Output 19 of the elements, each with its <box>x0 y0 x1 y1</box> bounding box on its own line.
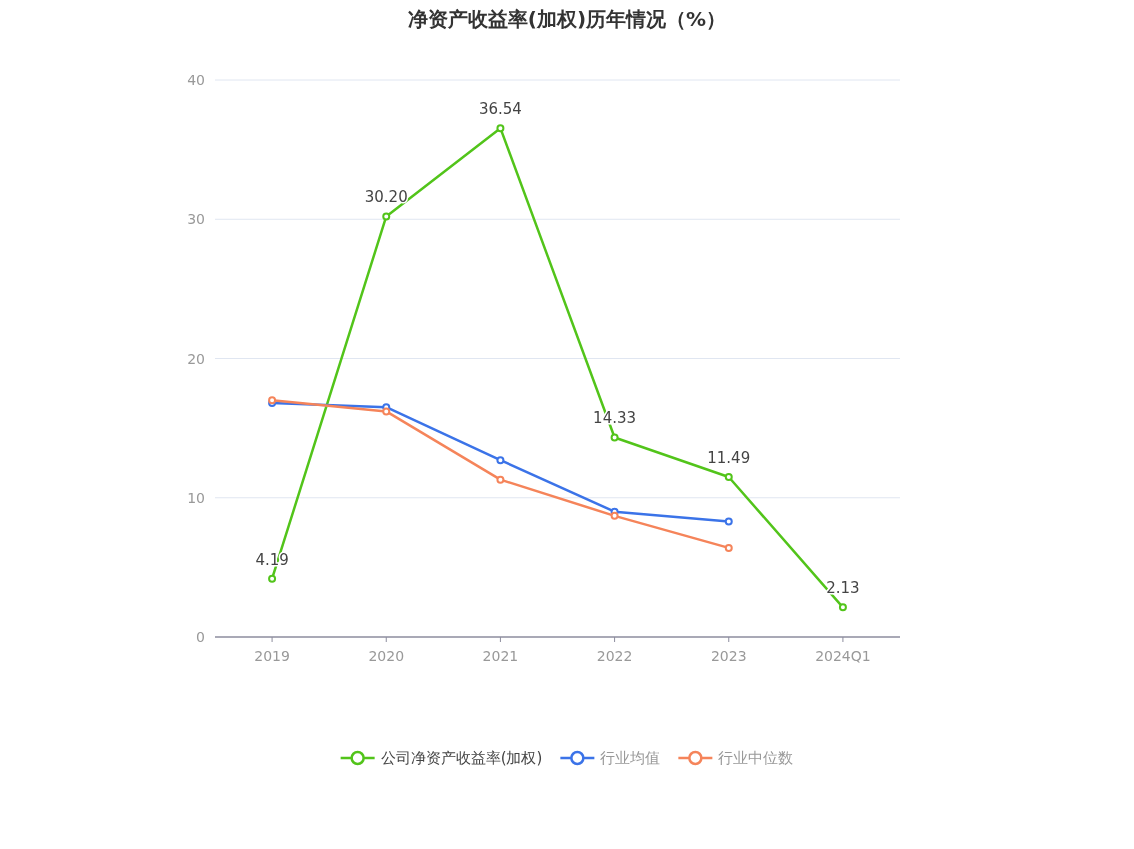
data-label: 36.54 <box>478 100 522 119</box>
legend-label: 公司净资产收益率(加权) <box>380 749 543 767</box>
x-tick-label: 2021 <box>482 648 519 664</box>
y-tick-label: 40 <box>187 72 205 88</box>
x-tick-label: 2020 <box>368 648 405 664</box>
legend-label: 行业中位数 <box>718 749 794 767</box>
x-tick-label: 2023 <box>710 648 747 664</box>
data-label: 30.20 <box>364 188 408 207</box>
x-tick-label: 2024Q1 <box>815 648 871 664</box>
y-tick-label: 30 <box>187 211 205 228</box>
x-tick-label: 2022 <box>596 648 633 664</box>
data-label: 2.13 <box>826 579 860 598</box>
y-tick-label: 20 <box>187 350 205 367</box>
y-tick-label: 0 <box>196 629 205 645</box>
chart-title: 净资产收益率(加权)历年情况（%） <box>407 7 727 31</box>
data-label: 11.49 <box>707 449 751 467</box>
x-tick-label: 2019 <box>254 648 290 664</box>
y-tick-label: 10 <box>187 489 205 506</box>
legend-label: 行业均值 <box>600 749 661 767</box>
